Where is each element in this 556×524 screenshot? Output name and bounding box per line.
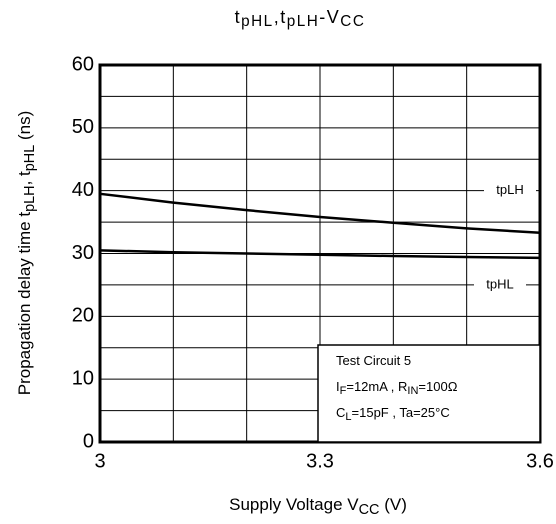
x-tick-label: 3.6	[526, 450, 554, 472]
y-tick-label: 30	[72, 242, 94, 264]
text-part: Supply Voltage V	[229, 495, 359, 514]
y-tick-label: 20	[72, 305, 94, 327]
subscript: IN	[407, 385, 418, 397]
text-part: ,t	[274, 7, 287, 27]
series-line	[99, 249, 541, 260]
annotation-box	[317, 344, 541, 443]
subscript: pLH	[287, 13, 320, 30]
subscript: pHL	[241, 13, 274, 30]
text-part: C	[336, 405, 345, 420]
x-tick-label: 3	[94, 450, 105, 472]
x-axis-label: Supply Voltage VCC (V)	[229, 495, 407, 517]
text-part: I	[336, 379, 340, 394]
series-label: tpHL	[486, 276, 513, 291]
annotation-line: Test Circuit 5	[336, 353, 411, 368]
y-axis-label: Propagation delay time tpLH, tpHL (ns)	[15, 111, 37, 396]
subscript: pHL	[22, 145, 38, 172]
series-label: tpLH	[496, 182, 523, 197]
annotation-line: IF=12mA , RIN=100Ω	[336, 379, 458, 396]
label-background	[474, 275, 526, 294]
subscript: pLH	[22, 185, 38, 212]
text-part: , t	[15, 171, 34, 185]
subscript: L	[345, 411, 351, 423]
text-part: =15pF , Ta=25°C	[352, 405, 450, 420]
y-tick-label: 10	[72, 367, 94, 389]
y-tick-label: 50	[72, 116, 94, 138]
series-line	[99, 192, 541, 235]
text-part: (ns)	[15, 111, 34, 145]
label-background	[484, 181, 536, 200]
y-tick-label: 40	[72, 179, 94, 201]
text-part: Test Circuit 5	[336, 353, 411, 368]
text-part: =100Ω	[418, 379, 457, 394]
text-part: =12mA , R	[346, 379, 407, 394]
y-tick-label: 0	[83, 430, 94, 452]
y-tick-label: 60	[72, 53, 94, 75]
x-tick-label: 3.3	[306, 450, 334, 472]
text-part: (V)	[379, 495, 406, 514]
text-part: -V	[319, 7, 340, 27]
text-part: t	[235, 7, 242, 27]
text-part: Propagation delay time t	[15, 212, 34, 396]
subscript: F	[340, 385, 347, 397]
annotation-line: CL=15pF , Ta=25°C	[336, 405, 450, 422]
subscript: CC	[359, 502, 380, 518]
subscript: CC	[340, 13, 365, 30]
chart-title: tpHL,tpLH-VCC	[235, 7, 366, 30]
